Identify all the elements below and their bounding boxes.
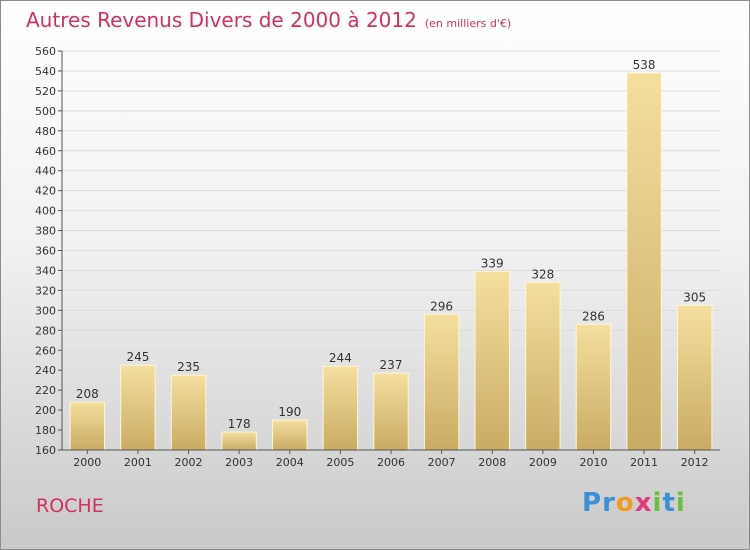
bar-value-label: 305 <box>683 290 706 304</box>
x-tick-label: 2011 <box>630 456 658 469</box>
y-tick-label: 560 <box>35 45 56 58</box>
x-tick-label: 2010 <box>579 456 607 469</box>
y-tick-label: 220 <box>35 384 56 397</box>
y-tick-label: 520 <box>35 85 56 98</box>
bars <box>69 72 713 451</box>
bar-value-label: 235 <box>177 360 200 374</box>
y-tick-label: 320 <box>35 284 56 297</box>
bar <box>474 270 510 451</box>
bar <box>626 72 662 451</box>
x-tick-label: 2004 <box>276 456 304 469</box>
y-tick-label: 540 <box>35 65 56 78</box>
bar-value-label: 190 <box>278 405 301 419</box>
x-tick-label: 2001 <box>124 456 152 469</box>
y-tick-label: 160 <box>35 444 56 457</box>
y-tick-label: 380 <box>35 225 56 238</box>
x-tick-label: 2000 <box>73 456 101 469</box>
x-tick-label: 2012 <box>681 456 709 469</box>
logo-letter: x <box>634 488 653 518</box>
bar-value-label: 244 <box>329 351 352 365</box>
bar-value-label: 286 <box>582 309 605 323</box>
chart-title-line: Autres Revenus Divers de 2000 à 2012 (en … <box>26 8 511 32</box>
bar-value-label: 339 <box>481 256 504 270</box>
y-tick-label: 200 <box>35 404 56 417</box>
y-tick-label: 460 <box>35 145 56 158</box>
bar <box>373 372 409 451</box>
x-tick-label: 2009 <box>529 456 557 469</box>
chart-title: Autres Revenus Divers de 2000 à 2012 <box>26 8 417 32</box>
bar-value-label: 538 <box>633 58 656 72</box>
logo-letter: P <box>582 488 603 518</box>
bar <box>676 304 713 451</box>
logo-letter: t <box>662 488 676 518</box>
y-tick-label: 360 <box>35 245 56 258</box>
bar <box>575 323 612 451</box>
bar <box>525 281 561 451</box>
bar-value-label: 178 <box>228 417 251 431</box>
y-tick-label: 300 <box>35 304 56 317</box>
chart-subtitle: (en milliers d'€) <box>424 17 512 30</box>
y-tick-label: 400 <box>35 205 56 218</box>
bar-value-label: 245 <box>126 350 149 364</box>
logo-letter: o <box>615 488 635 518</box>
y-tick-label: 180 <box>35 424 56 437</box>
x-tick-label: 2005 <box>326 456 354 469</box>
y-tick-label: 500 <box>35 105 56 118</box>
bar <box>221 431 257 451</box>
commune-name: ROCHE <box>36 495 104 517</box>
y-tick-label: 240 <box>35 364 56 377</box>
bar-value-label: 328 <box>531 267 554 281</box>
bar-value-label: 296 <box>430 299 453 313</box>
y-tick-label: 260 <box>35 344 56 357</box>
bar <box>69 401 106 451</box>
x-tick-label: 2007 <box>428 456 456 469</box>
labels: 160 180 200 220 240 260 280 300 320 340 360 380 400 4… <box>35 45 709 469</box>
y-tick-label: 280 <box>35 324 56 337</box>
x-tick-label: 2003 <box>225 456 253 469</box>
bar <box>120 364 156 451</box>
bar <box>170 374 207 451</box>
y-tick-label: 340 <box>35 264 56 277</box>
proxiti-logo: Proxiti <box>582 488 686 518</box>
logo-letter: i <box>652 488 663 518</box>
axes <box>58 50 720 454</box>
y-tick-label: 420 <box>35 185 56 198</box>
x-tick-label: 2002 <box>175 456 203 469</box>
y-tick-label: 440 <box>35 165 56 178</box>
bar <box>322 365 359 451</box>
bar-value-label: 208 <box>76 387 99 401</box>
x-tick-label: 2008 <box>478 456 506 469</box>
y-tick-label: 480 <box>35 125 56 138</box>
bar <box>272 419 308 451</box>
logo-letter: r <box>602 488 616 518</box>
x-tick-label: 2006 <box>377 456 405 469</box>
logo-letter: i <box>675 488 686 518</box>
bar <box>423 313 460 451</box>
bar-value-label: 237 <box>380 358 403 372</box>
